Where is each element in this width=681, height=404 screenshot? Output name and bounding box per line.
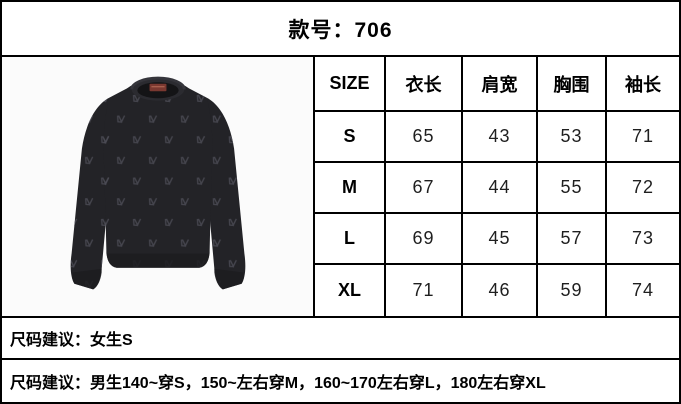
size-value: 74 xyxy=(607,265,679,316)
size-value: 43 xyxy=(463,112,538,163)
size-value: 69 xyxy=(386,214,463,265)
size-row-label-s: S xyxy=(315,112,386,163)
column-header-chest: 胸围 xyxy=(538,57,607,112)
size-value: 65 xyxy=(386,112,463,163)
size-value: 67 xyxy=(386,163,463,214)
size-value: 45 xyxy=(463,214,538,265)
size-row-label-m: M xyxy=(315,163,386,214)
column-header-length: 衣长 xyxy=(386,57,463,112)
size-value: 71 xyxy=(386,265,463,316)
page-title: 款号：706 xyxy=(2,2,679,57)
column-header-sleeve: 袖长 xyxy=(607,57,679,112)
size-value: 46 xyxy=(463,265,538,316)
size-row-label-l: L xyxy=(315,214,386,265)
size-value: 59 xyxy=(538,265,607,316)
size-suggestion-female: 尺码建议：女生S xyxy=(2,318,679,360)
size-suggestion-male: 尺码建议：男生140~穿S，150~左右穿M，160~170左右穿L，180左右… xyxy=(2,360,679,402)
size-value: 57 xyxy=(538,214,607,265)
size-value: 53 xyxy=(538,112,607,163)
size-value: 72 xyxy=(607,163,679,214)
size-value: 44 xyxy=(463,163,538,214)
sweater-image xyxy=(70,76,245,289)
product-image-cell xyxy=(2,57,315,316)
column-header-shoulder: 肩宽 xyxy=(463,57,538,112)
column-header-size: SIZE xyxy=(315,57,386,112)
size-table: SIZE 衣长 肩宽 胸围 袖长 S 65 43 53 71 M 67 44 5… xyxy=(315,57,679,316)
main-area: SIZE 衣长 肩宽 胸围 袖长 S 65 43 53 71 M 67 44 5… xyxy=(2,57,679,318)
size-row-label-xl: XL xyxy=(315,265,386,316)
collar-tag xyxy=(149,83,166,91)
size-value: 71 xyxy=(607,112,679,163)
size-value: 73 xyxy=(607,214,679,265)
size-value: 55 xyxy=(538,163,607,214)
